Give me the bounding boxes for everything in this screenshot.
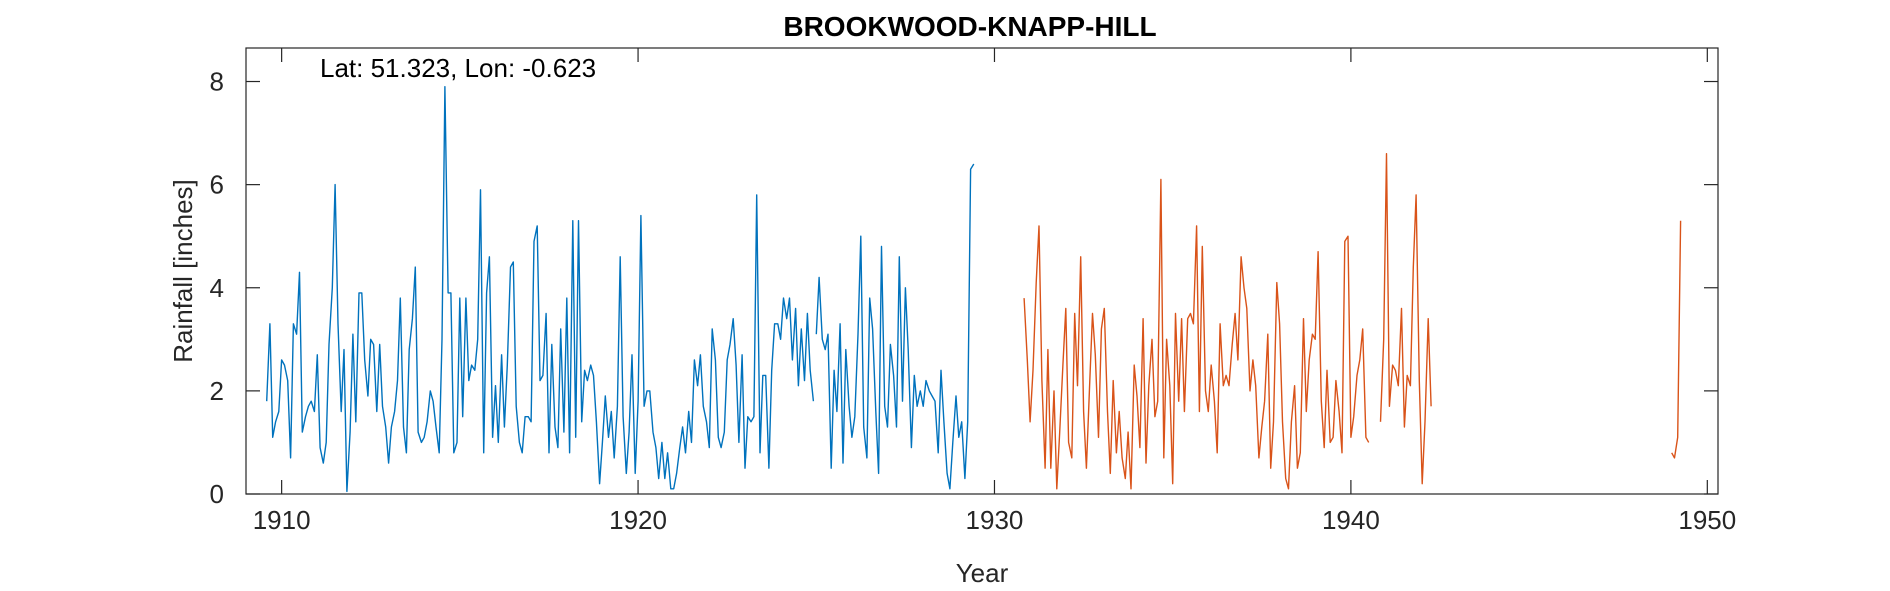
chart-title: BROOKWOOD-KNAPP-HILL (783, 11, 1156, 42)
x-tick-label: 1940 (1322, 505, 1380, 535)
y-tick-label: 6 (210, 170, 224, 200)
series-2-line (1379, 152, 1432, 485)
y-tick-label: 4 (210, 273, 224, 303)
series-1-line (266, 85, 815, 493)
x-axis-label: Year (956, 558, 1009, 588)
x-tick-label: 1910 (253, 505, 311, 535)
ticks-layer: 1910 1920 1930 1940 1950 0 2 4 6 8 (210, 48, 1736, 535)
axes-frame (245, 47, 1719, 495)
x-tick-label: 1920 (609, 505, 667, 535)
y-tick-label: 8 (210, 67, 224, 97)
series-1-line (815, 163, 975, 490)
x-tick-label: 1930 (966, 505, 1024, 535)
series-layer (266, 85, 1682, 493)
y-tick-label: 2 (210, 376, 224, 406)
series-2-line (1671, 220, 1682, 459)
location-annotation: Lat: 51.323, Lon: -0.623 (320, 53, 596, 83)
y-tick-label: 0 (210, 479, 224, 509)
x-tick-label: 1950 (1678, 505, 1736, 535)
y-axis-label: Rainfall [inches] (168, 179, 198, 363)
series-2-line (1023, 178, 1370, 490)
